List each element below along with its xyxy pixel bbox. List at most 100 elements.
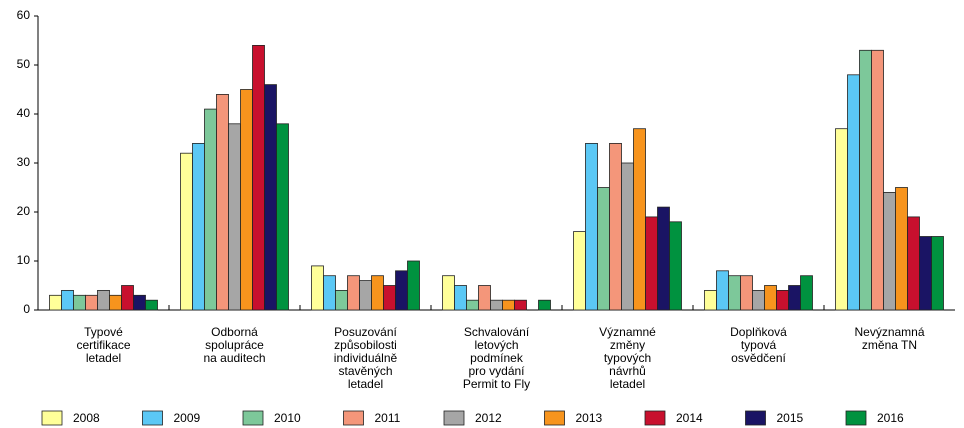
- y-tick-label: 60: [17, 8, 31, 22]
- bar: [97, 289, 110, 311]
- bar: [192, 142, 205, 311]
- x-tick-label-line: změny: [610, 338, 645, 352]
- x-tick-label-line: letadel: [610, 377, 645, 391]
- bar: [383, 285, 396, 311]
- bar: [919, 236, 932, 311]
- bar: [883, 191, 896, 311]
- bar: [371, 275, 384, 311]
- bar: [645, 216, 658, 311]
- legend-swatch: [142, 410, 163, 426]
- x-tick-label: Schvalování letových podmínek pro vydání Per…: [463, 325, 530, 391]
- x-tick-label: Nevýznamná změna TN: [854, 325, 924, 352]
- x-tick-label-line: Nevýznamná: [854, 325, 924, 339]
- bar: [835, 128, 848, 311]
- x-tick-label-line: návrhů: [609, 364, 646, 378]
- x-tick-label-line: způsobilosti: [334, 338, 397, 352]
- bar: [145, 299, 158, 311]
- bar: [752, 289, 765, 311]
- bar: [871, 49, 884, 311]
- x-tick-label-line: Významné: [599, 325, 656, 339]
- bar: [335, 289, 348, 311]
- bar: [276, 123, 289, 311]
- legend-label: 2016: [877, 411, 904, 425]
- bar: [478, 285, 491, 311]
- bar: [502, 299, 515, 311]
- bar: [85, 294, 98, 311]
- bar: [800, 275, 813, 311]
- bar: [347, 275, 360, 311]
- bar: [776, 289, 789, 311]
- x-tick-label-line: spolupráce: [205, 338, 264, 352]
- bar: [859, 49, 872, 311]
- bar: [764, 285, 777, 311]
- legend-swatch: [644, 410, 666, 426]
- bar: [847, 74, 860, 311]
- x-tick-label-line: letadel: [348, 377, 383, 391]
- bar: [585, 142, 598, 311]
- bar: [121, 285, 134, 311]
- x-tick-label-line: typových: [604, 351, 651, 365]
- x-tick-label-line: na auditech: [203, 351, 265, 365]
- bar: [490, 299, 503, 311]
- y-tick-label: 50: [17, 57, 31, 71]
- x-tick-label-line: podmínek: [470, 351, 524, 365]
- bar: [931, 236, 944, 311]
- bar: [228, 123, 241, 311]
- bar: [621, 162, 634, 311]
- legend-swatch: [745, 410, 766, 426]
- x-tick-label-line: Odborná: [211, 325, 258, 339]
- bar: [704, 289, 717, 311]
- legend-swatch: [41, 410, 63, 426]
- legend-label: 2014: [676, 411, 703, 425]
- bar: [240, 89, 253, 311]
- bar: [466, 299, 479, 311]
- bar: [323, 275, 336, 311]
- bar: [514, 299, 527, 311]
- x-tick-label-line: pro vydání: [468, 364, 525, 378]
- y-tick-label: 30: [17, 155, 31, 169]
- legend-swatch: [242, 410, 264, 426]
- bar: [264, 84, 277, 311]
- bar: [442, 275, 455, 311]
- bar: [716, 270, 729, 311]
- bar: [204, 108, 217, 311]
- bar: [180, 152, 193, 311]
- y-tick-label: 10: [17, 253, 31, 267]
- x-tick-label-line: typová: [741, 338, 777, 352]
- bar: [538, 299, 551, 311]
- x-tick-label-line: Doplňková: [730, 325, 787, 339]
- x-tick-label-line: Permit to Fly: [463, 377, 530, 391]
- x-tick-label-line: Posuzování: [334, 325, 397, 339]
- bar: [669, 221, 682, 311]
- legend-label: 2013: [576, 411, 603, 425]
- x-tick-label: Doplňková typová osvědčení: [730, 325, 787, 365]
- legend-label: 2008: [73, 411, 100, 425]
- x-tick-label-line: Typové: [84, 325, 123, 339]
- bar: [788, 285, 801, 311]
- bar: [61, 289, 74, 311]
- bar: [454, 285, 467, 311]
- x-tick-label-line: certifikace: [76, 338, 130, 352]
- x-tick-label-line: letových: [474, 338, 518, 352]
- legend-swatch: [845, 410, 867, 426]
- bar: [657, 206, 670, 311]
- legend-swatch: [544, 410, 565, 426]
- bar: [633, 128, 646, 311]
- y-tick-label: 20: [17, 204, 31, 218]
- bar: [597, 187, 610, 311]
- x-tick-label-line: letadel: [86, 351, 121, 365]
- bar: [73, 294, 86, 311]
- legend-swatch: [443, 410, 465, 426]
- y-tick-label: 0: [23, 302, 30, 316]
- bar: [311, 265, 324, 311]
- legend-label: 2011: [375, 411, 401, 425]
- bar: [359, 280, 372, 311]
- bar: [609, 142, 622, 311]
- y-tick-label: 40: [17, 106, 31, 120]
- bar: [133, 294, 146, 311]
- x-tick-label-line: stavěných: [338, 364, 392, 378]
- bar: [573, 231, 586, 311]
- bar: [895, 187, 908, 311]
- x-tick-label-line: Schvalování: [464, 325, 530, 339]
